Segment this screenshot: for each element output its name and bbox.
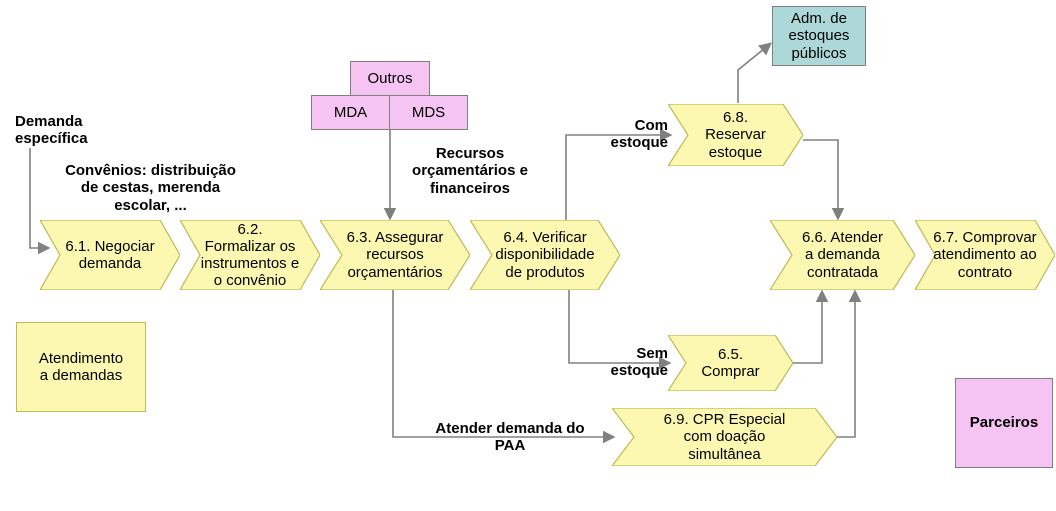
box-parceiros-label: Parceiros [970, 414, 1038, 431]
step-6-9: 6.9. CPR Especial com doação simultânea [612, 408, 837, 466]
step-6-4: 6.4. Verificar disponibilidade de produt… [470, 220, 620, 290]
label-demanda: Demanda específica [15, 113, 165, 148]
label-com-estoque: Com estoque [598, 117, 668, 152]
box-atendimento: Atendimento a demandas [16, 322, 146, 412]
step-6-1-label: 6.1. Negociar demanda [61, 238, 158, 273]
label-sem-estoque: Sem estoque [598, 345, 668, 380]
diagram-stage: Outros MDA MDS Adm. de estoques públicos… [0, 0, 1056, 511]
box-outros-label: Outros [367, 70, 412, 87]
step-6-6-label: 6.6. Atender a demanda contratada [798, 229, 887, 281]
box-adm-estoques: Adm. de estoques públicos [772, 6, 866, 66]
step-6-7-label: 6.7. Comprovar atendimento ao contrato [929, 229, 1040, 281]
step-6-2-label: 6.2. Formalizar os instrumentos e o conv… [197, 221, 303, 290]
box-outros: Outros [350, 61, 430, 96]
step-6-3-label: 6.3. Assegurar recursos orçamentários [343, 229, 448, 281]
label-convenios: Convênios: distribuição de cestas, meren… [53, 162, 248, 214]
box-mda: MDA [311, 95, 390, 130]
step-6-4-label: 6.4. Verificar disponibilidade de produt… [491, 229, 598, 281]
step-6-6: 6.6. Atender a demanda contratada [770, 220, 915, 290]
step-6-5-label: 6.5. Comprar [697, 346, 763, 381]
step-6-1: 6.1. Negociar demanda [40, 220, 180, 290]
label-recursos: Recursos orçamentários e financeiros [400, 145, 540, 197]
box-atendimento-label: Atendimento a demandas [39, 350, 123, 385]
step-6-8-label: 6.8. Reservar estoque [701, 109, 770, 161]
box-mds-label: MDS [412, 104, 445, 121]
box-mds: MDS [389, 95, 468, 130]
label-atender-paa: Atender demanda do PAA [415, 420, 605, 455]
step-6-3: 6.3. Assegurar recursos orçamentários [320, 220, 470, 290]
step-6-5: 6.5. Comprar [668, 335, 793, 391]
box-parceiros: Parceiros [955, 378, 1053, 468]
step-6-2: 6.2. Formalizar os instrumentos e o conv… [180, 220, 320, 290]
step-6-9-label: 6.9. CPR Especial com doação simultânea [660, 411, 790, 463]
box-adm-label: Adm. de estoques públicos [789, 10, 850, 62]
step-6-8: 6.8. Reservar estoque [668, 104, 803, 166]
step-6-7: 6.7. Comprovar atendimento ao contrato [915, 220, 1055, 290]
box-mda-label: MDA [334, 104, 367, 121]
